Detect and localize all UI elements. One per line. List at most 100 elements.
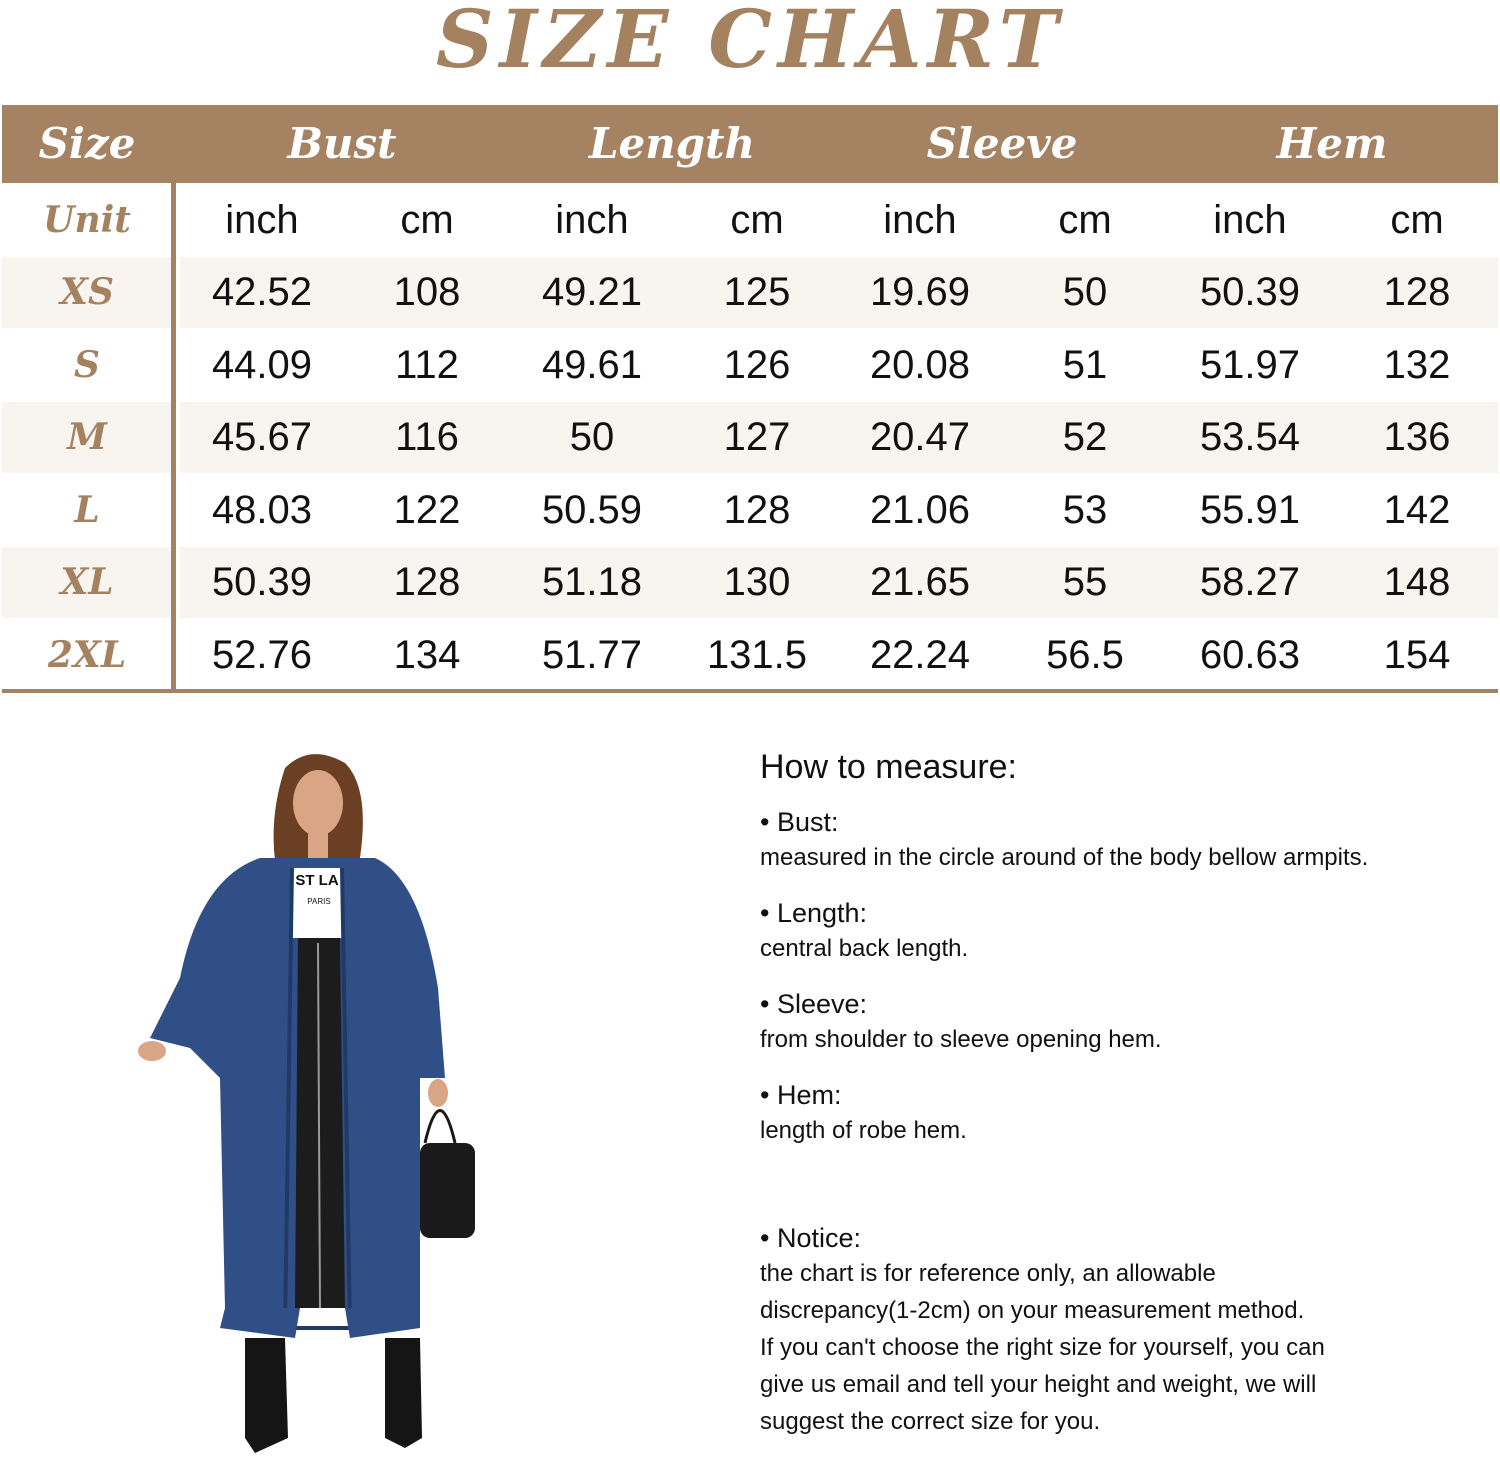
table-cell: 53.54 [1199, 415, 1301, 459]
measure-item-title: • Sleeve: [760, 989, 868, 1019]
table-cell: 142 [1383, 488, 1451, 532]
table-cell: 45.67 [211, 415, 313, 459]
table-cell: 51 [1062, 343, 1108, 387]
column-divider [171, 183, 176, 691]
shirt-print-sub: PARIS [307, 897, 330, 906]
measure-item-text: If you can't choose the right size for y… [760, 1334, 1325, 1361]
table-row: XS 42.52 108 49.21 125 19.69 50 50.39 128 [2, 257, 1498, 328]
unit-cell: inch [883, 198, 957, 242]
measure-item-title: • Notice: [760, 1223, 861, 1253]
unit-row: Unit inch cm inch cm inch cm inch cm [2, 185, 1498, 256]
measure-item: • Notice: the chart is for reference only… [760, 1221, 1480, 1440]
table-cell: 53 [1062, 488, 1108, 532]
how-to-measure: How to measure: • Bust: measured in the c… [760, 748, 1480, 1460]
table-cell: 128 [1383, 270, 1451, 314]
table-cell: 56.5 [1046, 633, 1124, 677]
unit-cell: cm [1390, 198, 1444, 242]
unit-label: Unit [43, 199, 131, 241]
table-cell: 50.39 [1199, 270, 1301, 314]
table-cell: 51.97 [1199, 343, 1301, 387]
measure-item-text: central back length. [760, 935, 969, 962]
table-cell: 148 [1383, 560, 1451, 604]
table-cell: 48.03 [211, 488, 313, 532]
header-size: Size [38, 119, 136, 168]
table-row: 2XL 52.76 134 51.77 131.5 22.24 56.5 60.63 154 [2, 620, 1498, 691]
table-cell: 108 [393, 270, 461, 314]
table-cell: 134 [393, 633, 461, 677]
table-cell: 112 [395, 343, 459, 387]
measure-item-title: • Length: [760, 898, 868, 928]
table-cell: 131.5 [706, 633, 808, 677]
header-hem: Hem [1276, 119, 1388, 168]
table-cell: 50 [1062, 270, 1108, 314]
table-cell: 19.69 [869, 270, 971, 314]
table-cell: 154 [1383, 633, 1451, 677]
measure-item: • Bust: measured in the circle around of … [760, 805, 1480, 876]
table-cell: 128 [393, 560, 461, 604]
table-cell: 49.21 [541, 270, 643, 314]
row-gap [172, 185, 180, 256]
measure-item-text: give us email and tell your height and w… [760, 1371, 1317, 1398]
size-label: S [74, 344, 100, 386]
measure-item-text: measured in the circle around of the bod… [760, 844, 1369, 871]
measure-heading: How to measure: [760, 748, 1017, 786]
table-cell: 116 [395, 415, 459, 459]
table-cell: 20.47 [869, 415, 971, 459]
size-label: XL [60, 561, 114, 603]
row-gap [172, 620, 180, 691]
table-bottom-border [2, 689, 1498, 693]
unit-cell: cm [730, 198, 784, 242]
page-title: SIZE CHART [435, 0, 1065, 86]
row-gap [172, 547, 180, 618]
measure-item-text: the chart is for reference only, an allo… [760, 1260, 1216, 1287]
row-gap [172, 257, 180, 328]
model-photo: ST LA PARIS [138, 754, 475, 1453]
measure-item: • Length: central back length. [760, 896, 1480, 967]
table-cell: 130 [723, 560, 791, 604]
table-row: S 44.09 112 49.61 126 20.08 51 51.97 132 [2, 330, 1498, 401]
measure-item-title: • Bust: [760, 807, 839, 837]
table-cell: 127 [723, 415, 791, 459]
header-length: Length [588, 119, 756, 168]
measure-item: • Sleeve: from shoulder to sleeve opening… [760, 987, 1480, 1058]
size-label: 2XL [47, 634, 127, 676]
table-row: L 48.03 122 50.59 128 21.06 53 55.91 142 [2, 475, 1498, 546]
measure-item-text: from shoulder to sleeve opening hem. [760, 1026, 1162, 1053]
table-cell: 51.77 [541, 633, 643, 677]
table-cell: 42.52 [211, 270, 313, 314]
measure-item: • Hem: length of robe hem. [760, 1078, 1480, 1149]
table-cell: 58.27 [1199, 560, 1301, 604]
measure-item-title: • Hem: [760, 1080, 842, 1110]
table-cell: 52.76 [211, 633, 313, 677]
table-row: M 45.67 116 50 127 20.47 52 53.54 136 [2, 402, 1498, 473]
row-gap [172, 330, 180, 401]
unit-cell: inch [1213, 198, 1287, 242]
row-gap [172, 402, 180, 473]
table-header: Size Bust Length Sleeve Hem [2, 105, 1498, 183]
table-cell: 44.09 [211, 343, 313, 387]
table-cell: 125 [723, 270, 791, 314]
unit-cell: cm [400, 198, 454, 242]
measure-item-text: length of robe hem. [760, 1117, 967, 1144]
size-label: XS [60, 271, 114, 313]
table-cell: 132 [1383, 343, 1451, 387]
measure-item-text: suggest the correct size for you. [760, 1408, 1101, 1435]
table-cell: 22.24 [869, 633, 971, 677]
table-cell: 122 [393, 488, 461, 532]
unit-cell: inch [555, 198, 629, 242]
unit-cell: cm [1058, 198, 1112, 242]
table-cell: 20.08 [869, 343, 971, 387]
shirt-print: ST LA [295, 872, 338, 889]
unit-cell: inch [225, 198, 299, 242]
table-cell: 136 [1383, 415, 1451, 459]
table-cell: 60.63 [1199, 633, 1301, 677]
row-gap [172, 475, 180, 546]
header-sleeve: Sleeve [926, 119, 1078, 168]
table-cell: 128 [723, 488, 791, 532]
table-cell: 50 [569, 415, 615, 459]
header-bust: Bust [287, 119, 397, 168]
table-cell: 50.39 [211, 560, 313, 604]
measure-item-text: discrepancy(1-2cm) on your measurement m… [760, 1297, 1305, 1324]
table-cell: 51.18 [541, 560, 643, 604]
table-cell: 21.06 [869, 488, 971, 532]
